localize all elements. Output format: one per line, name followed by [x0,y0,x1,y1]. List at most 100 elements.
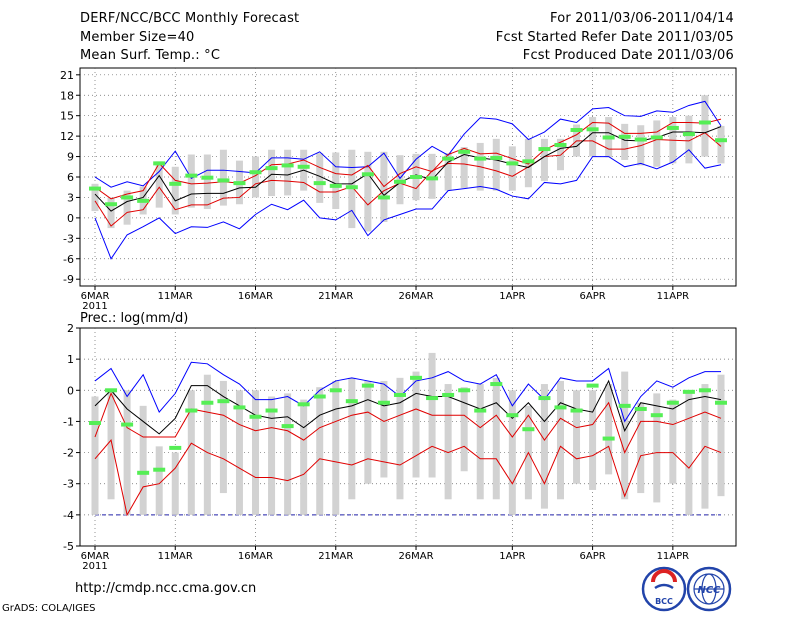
precip-xtick-label: 21MAR [318,551,353,562]
temp-spread-bar [219,149,227,206]
precip-observed-marker [249,414,262,419]
precip-observed-marker [410,375,423,380]
temp-observed-marker [666,125,679,130]
precip-spread-bar [123,390,131,515]
precip-observed-marker [121,422,134,427]
precip-observed-marker [345,399,358,404]
temp-observed-marker [329,183,342,188]
temp-observed-marker [506,161,519,166]
precip-observed-marker [137,470,150,475]
precip-observed-marker [666,400,679,405]
precip-observed-marker [602,436,615,441]
precip-spread-bar [412,371,420,478]
temp-observed-marker [618,134,631,139]
temp-xtick-label: 26MAR [398,291,433,302]
temp-xtick-label: 11MAR [158,291,193,302]
temp-spread-bar [701,95,709,157]
temp-observed-marker [201,175,214,180]
precip-ytick-label: 2 [67,322,74,335]
precip-xtick-label: 6MAR [81,551,110,562]
temp-observed-marker [410,175,423,179]
precip-spread-bar [316,387,324,515]
temp-ytick-label: 15 [60,110,74,123]
temp-spread-bar [540,138,548,182]
precip-ytick-label: -5 [63,540,74,553]
temp-observed-marker [522,159,535,164]
precip-observed-marker [458,388,471,393]
temp-observed-marker [426,176,439,181]
grads-credit: GrADS: COLA/IGES [2,603,96,614]
temp-observed-marker [650,135,663,140]
precip-observed-marker [698,388,711,393]
ncc-logo-text: NCC [697,585,721,596]
precip-spread-bar [348,377,356,500]
precip-spread-bar [203,374,211,515]
forecast-period: For 2011/03/06-2011/04/14 [550,11,734,26]
precip-observed-marker [297,402,310,407]
precip-observed-marker [153,467,166,472]
temp-spread-bar [589,117,597,157]
precip-spread-bar [284,393,292,515]
temp-xtick-label: 21MAR [318,291,353,302]
temp-ytick-label: 6 [67,171,74,184]
precip-spread-bar [91,396,99,515]
source-url[interactable]: http://cmdp.ncc.cma.gov.cn [75,581,257,596]
temp-observed-marker [458,149,471,154]
temp-ytick-label: 9 [67,151,74,164]
temp-spread-bar [460,147,468,188]
precip-mean-line [94,379,722,435]
temp-observed-marker [715,138,727,143]
precip-observed-marker [426,396,439,401]
precip-observed-marker [570,408,583,413]
temp-spread-bar [444,153,452,191]
precip-spread-bar [589,390,597,490]
precip-spread-bar [556,380,564,500]
precip-spread-bar [300,399,308,515]
precip-observed-marker [105,388,118,393]
temp-spread-bar [396,155,404,205]
precip-spread-bar [460,387,468,472]
precip-spread-bar [380,380,388,478]
precip-spread-bar [717,374,725,497]
temp-ytick-label: 21 [60,69,74,82]
temp-spread-bar [508,146,516,191]
temp-spread-bar [364,151,372,232]
precip-ytick-label: -2 [63,447,74,460]
precip-xtick-label: 26MAR [398,551,433,562]
temp-spread-bar [187,154,195,208]
temp-spread-bar [492,138,500,191]
temp-xtick-label: 16MAR [238,291,273,302]
temp-observed-marker [538,147,551,152]
temp-spread-bar [155,161,163,208]
temp-mean-line [94,126,722,212]
precip-observed-marker [169,445,182,450]
precip-ytick-label: -1 [63,415,74,428]
temp-observed-marker [393,179,406,184]
temp-ytick-label: 3 [67,191,74,204]
precipitation-variable-label: Prec.: log(mm/d) [80,311,188,326]
temp-observed-marker [105,202,118,207]
temp-observed-marker [281,163,294,168]
forecast-produced-date: Fcst Produced Date 2011/03/06 [522,48,734,63]
precip-xtick-label: 16MAR [238,551,273,562]
temp-ytick-label: 18 [60,89,74,102]
precip-spread-bar [621,371,629,500]
precip-ytick-label: 1 [67,353,74,366]
temp-observed-marker [474,156,487,161]
temp-spread-bar [685,115,693,164]
precip-observed-marker [393,392,406,397]
temp-xtick-label: 1APR [499,291,525,302]
precip-spread-bar [476,384,484,500]
precip-spread-bar [637,402,645,494]
precip-max-line [94,361,721,423]
ncc-logo: NCC [686,566,732,612]
precip-observed-marker [586,383,599,388]
temp-observed-marker [361,172,374,177]
precip-spread-bar [252,390,260,515]
temp-spread-bar [268,149,276,197]
temp-observed-marker [634,137,647,142]
temp-ytick-label: -9 [63,273,74,286]
temp-xtick-label: 6MAR [81,291,110,302]
precip-ytick-label: 0 [67,384,74,397]
